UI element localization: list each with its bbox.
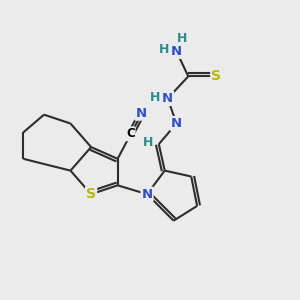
Text: H: H	[159, 44, 169, 56]
Text: N: N	[171, 117, 182, 130]
Text: N: N	[136, 107, 147, 120]
Text: H: H	[177, 32, 187, 45]
Text: N: N	[171, 45, 182, 58]
Text: C: C	[126, 127, 135, 140]
Text: N: N	[162, 92, 173, 105]
Text: S: S	[211, 69, 221, 83]
Text: N: N	[142, 188, 153, 201]
Text: H: H	[150, 92, 160, 104]
Text: S: S	[86, 187, 96, 201]
Text: H: H	[143, 136, 154, 149]
